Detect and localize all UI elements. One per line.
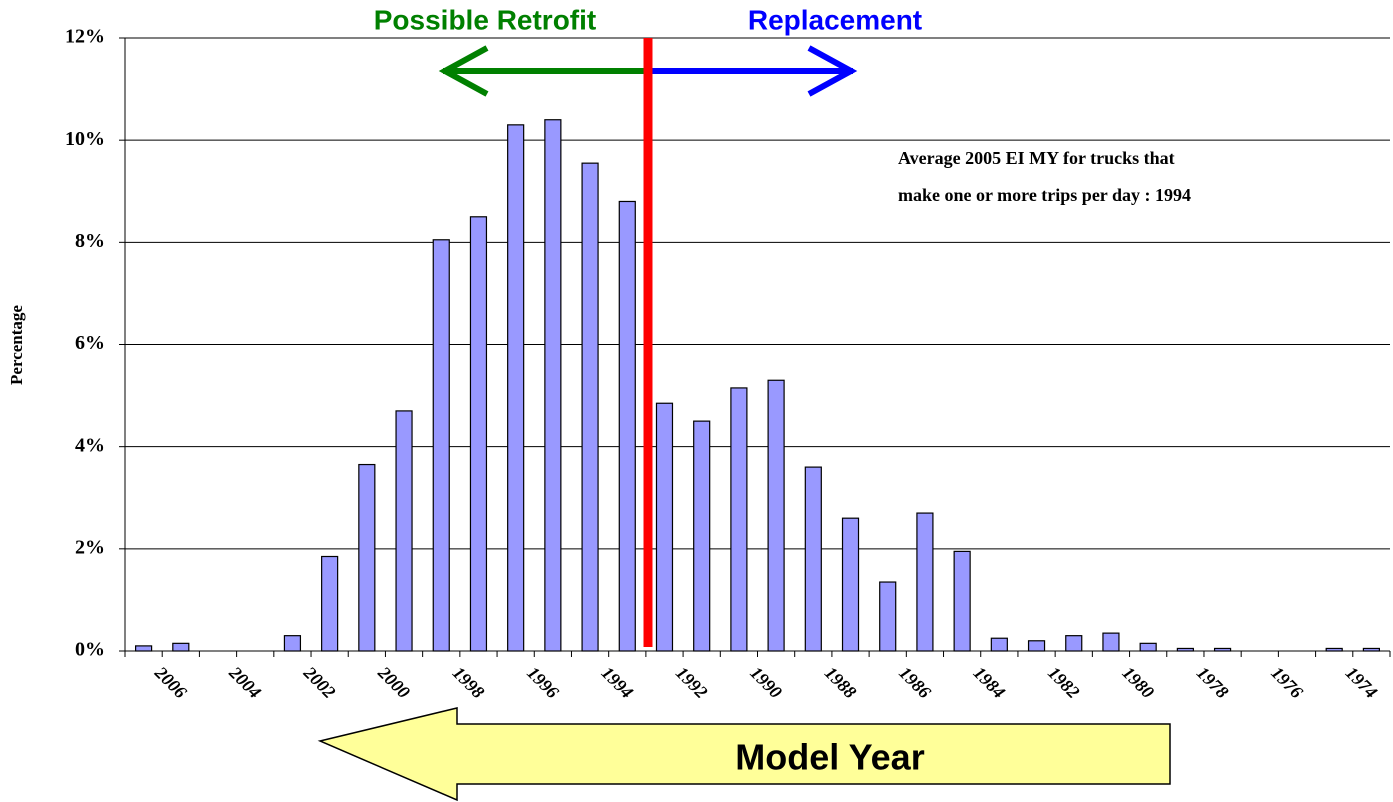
bar [1027, 640, 1046, 652]
bar [655, 402, 674, 652]
y-tick-label: 6% [75, 332, 105, 354]
x-tick-label: 1986 [895, 663, 935, 703]
x-tick-label: 1998 [449, 663, 489, 703]
retrofit-arrow-head [438, 45, 489, 97]
y-tick-label: 0% [75, 639, 105, 661]
bar [358, 463, 376, 652]
bar [395, 410, 413, 652]
bar [283, 635, 302, 652]
bar [916, 512, 934, 652]
bar [730, 387, 748, 652]
bar [1065, 635, 1083, 652]
x-tick-label: 2000 [374, 662, 414, 702]
bar [321, 555, 339, 652]
bar [432, 239, 450, 652]
bar [841, 517, 860, 652]
y-tick-label: 2% [75, 536, 105, 558]
model-year-arrow [317, 707, 1171, 802]
x-tick-label: 1974 [1342, 663, 1382, 703]
bar [469, 216, 488, 652]
retrofit-label: Possible Retrofit [374, 4, 596, 35]
x-tick-label: 1976 [1267, 663, 1307, 703]
bar [693, 420, 711, 652]
bar [618, 200, 636, 652]
x-tick-label: 2004 [225, 662, 265, 702]
note-line: Average 2005 EI MY for trucks that [898, 148, 1175, 168]
note-line: make one or more trips per day : 1994 [898, 185, 1191, 205]
x-tick-label: 1982 [1044, 663, 1084, 703]
replacement-arrow-head [807, 45, 858, 97]
bar [767, 379, 785, 652]
bar [1102, 632, 1120, 652]
y-tick-label: 12% [65, 26, 105, 48]
bar [172, 642, 190, 652]
bar [953, 550, 971, 652]
bar [544, 119, 562, 652]
y-tick-label: 4% [75, 434, 105, 456]
bar [507, 124, 525, 652]
x-tick-label: 1980 [1118, 663, 1158, 703]
x-axis-label: Model Year [735, 737, 924, 778]
bar [581, 162, 599, 652]
x-tick-label: 1988 [821, 663, 861, 703]
bar [804, 466, 822, 652]
bar [879, 581, 897, 652]
y-tick-label: 10% [65, 128, 105, 150]
replacement-label: Replacement [748, 4, 922, 35]
x-tick-label: 1990 [746, 663, 786, 703]
bar [990, 637, 1008, 652]
x-tick-label: 1996 [523, 663, 563, 703]
x-tick-label: 2002 [299, 662, 339, 702]
y-axis-label: Percentage [7, 305, 26, 385]
x-tick-label: 1984 [970, 663, 1010, 703]
x-tick-label: 1994 [598, 663, 638, 703]
x-tick-label: 1992 [672, 663, 712, 703]
bar [1139, 642, 1157, 652]
y-tick-label: 8% [75, 230, 105, 252]
x-tick-label: 2006 [150, 662, 190, 702]
bar [135, 645, 153, 652]
x-tick-label: 1978 [1193, 663, 1233, 703]
